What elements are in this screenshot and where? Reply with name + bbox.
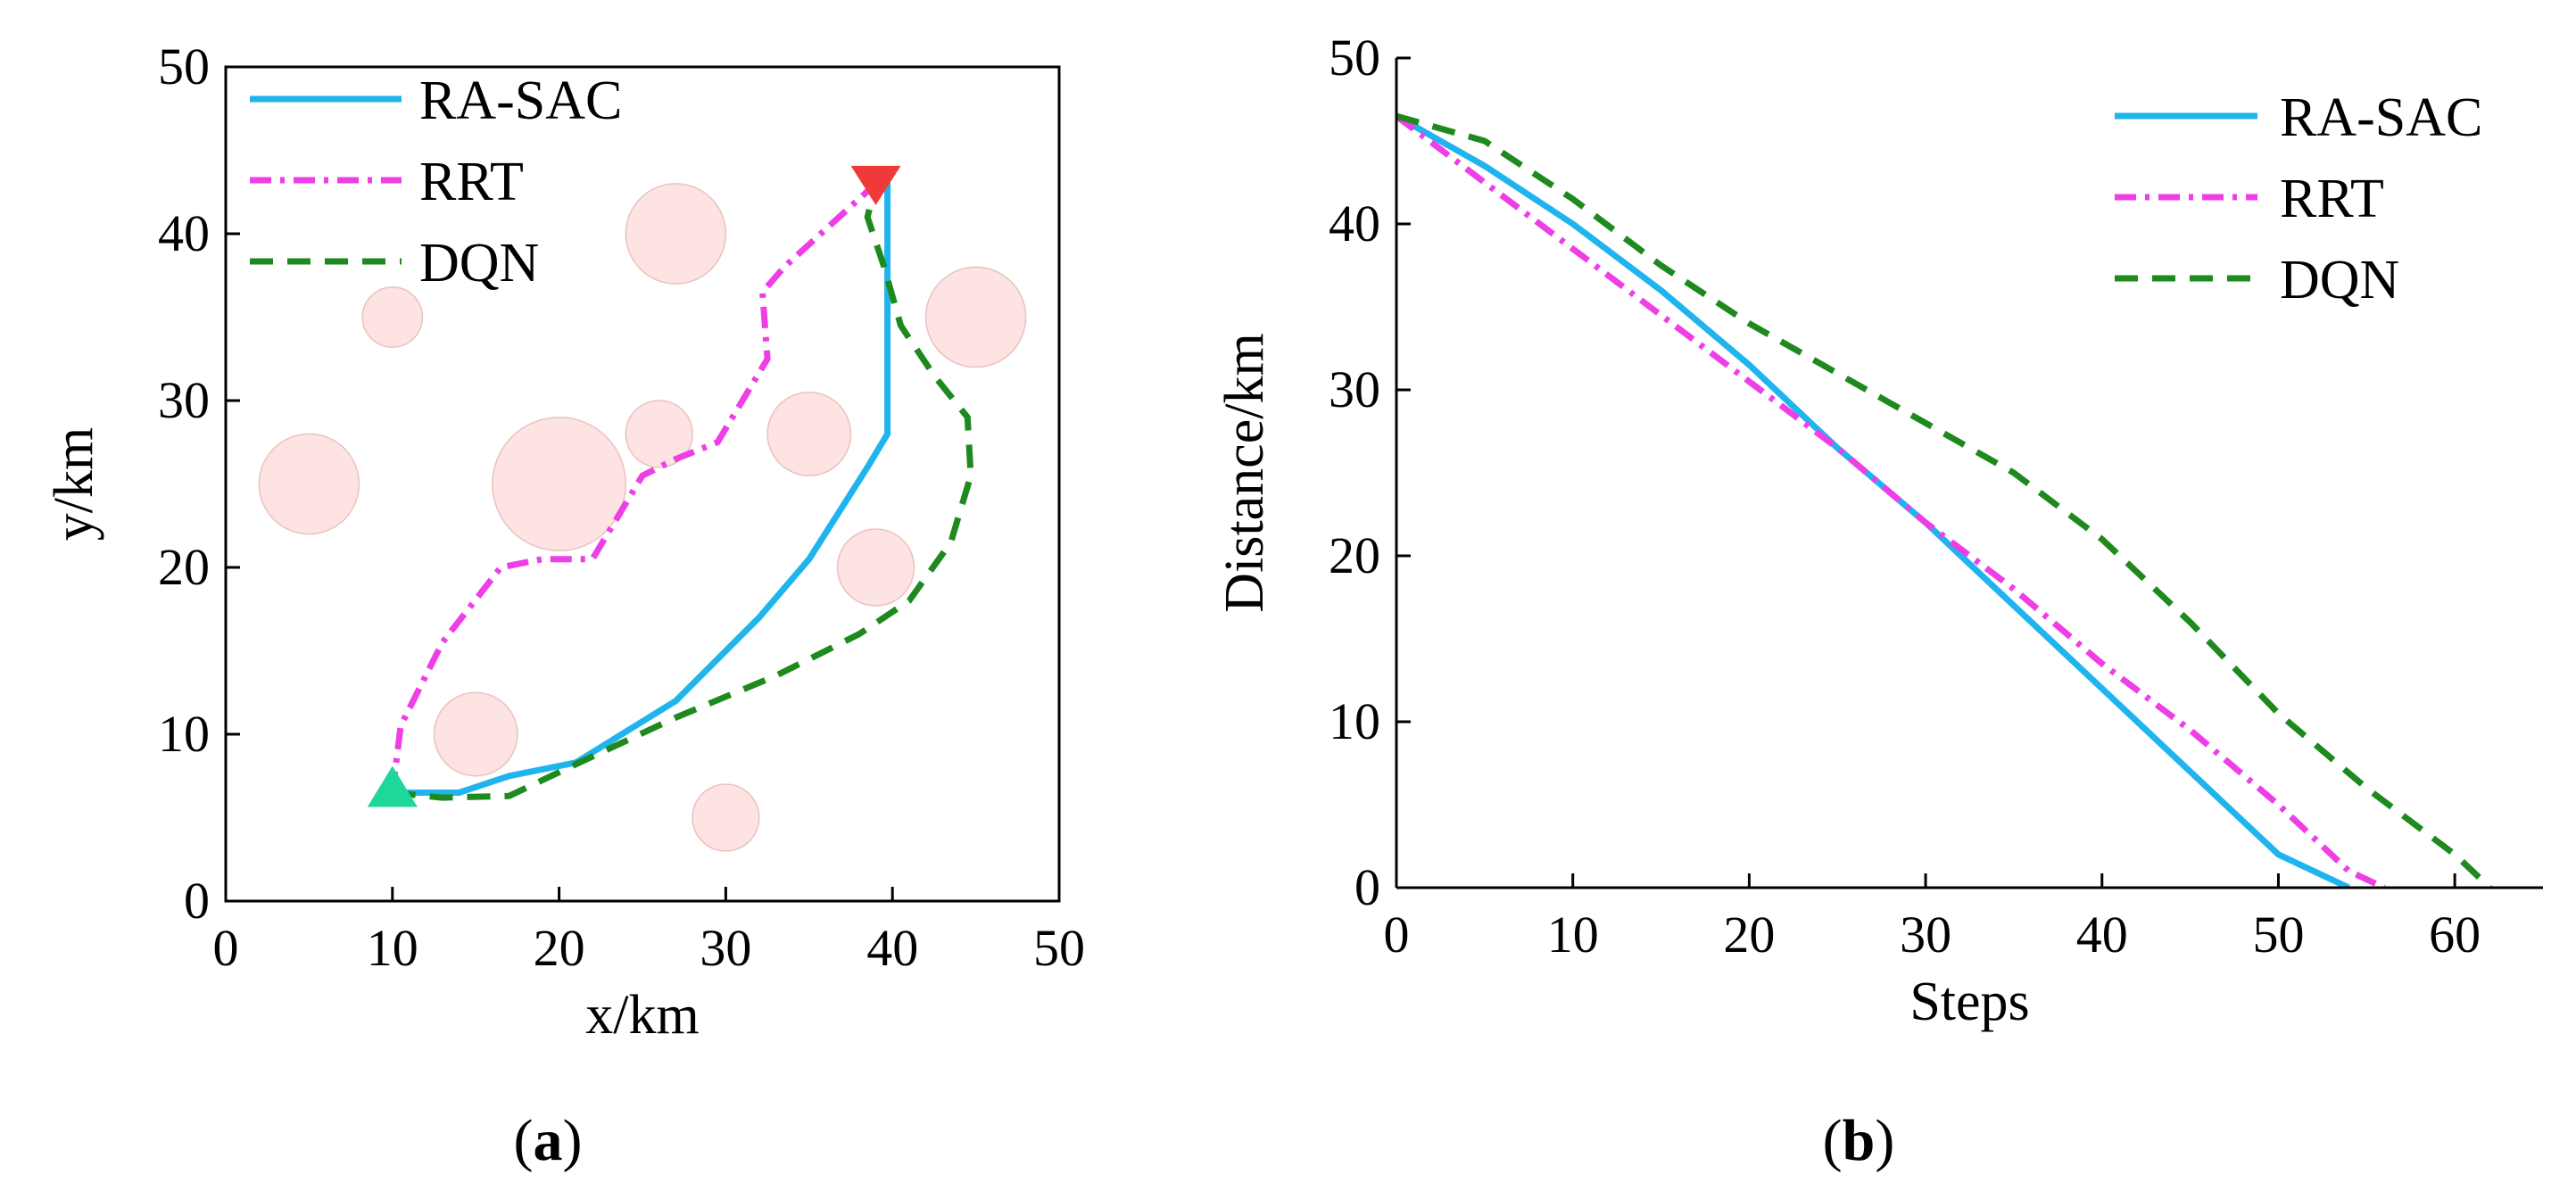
x-axis-label: Steps bbox=[1909, 972, 2029, 1032]
panel-label-b: (b) bbox=[1823, 1108, 1895, 1173]
obstacle-circle bbox=[692, 783, 760, 852]
x-tick-label: 0 bbox=[1384, 906, 1410, 964]
y-tick-label: 30 bbox=[1329, 360, 1380, 418]
x-tick-label: 30 bbox=[1900, 906, 1951, 964]
obstacle-circle bbox=[258, 433, 360, 535]
y-tick-label: 20 bbox=[1329, 526, 1380, 584]
panel-label-letter: a bbox=[534, 1108, 563, 1173]
obstacles bbox=[258, 183, 1027, 852]
chart-b: 0 10 20 30 40 50 60 0 10 20 30 40 50 Steps Distance/km… bbox=[1214, 29, 2543, 1173]
panel-label-close: ) bbox=[1875, 1108, 1894, 1173]
y-tick-label: 10 bbox=[158, 705, 210, 763]
y-tick-label: 20 bbox=[158, 538, 210, 596]
x-tick-label: 50 bbox=[1033, 919, 1085, 977]
x-tick-label: 0 bbox=[213, 919, 239, 977]
panel-label-open: ( bbox=[514, 1108, 534, 1173]
series-group bbox=[389, 180, 974, 801]
panel-label-open: ( bbox=[1823, 1108, 1843, 1173]
y-tick-label: 30 bbox=[158, 371, 210, 429]
y-axis-label: Distance/km bbox=[1214, 333, 1275, 612]
obstacle-circle bbox=[766, 391, 852, 476]
panel-label-letter: b bbox=[1843, 1108, 1876, 1173]
legend-label-dqn: DQN bbox=[2280, 250, 2399, 310]
y-tick-label: 0 bbox=[1354, 858, 1380, 916]
legend-label-ra-sac: RA-SAC bbox=[2280, 87, 2482, 148]
x-tick-label: 50 bbox=[2252, 906, 2304, 964]
x-tick-label: 40 bbox=[2076, 906, 2128, 964]
chart-a: 0 10 20 30 40 50 0 10 20 30 40 50 x/km y/km RA-SAC RRT D… bbox=[44, 37, 1085, 1173]
x-tick-label: 10 bbox=[367, 919, 418, 977]
axes-frame bbox=[224, 65, 1061, 903]
legend-label-dqn: DQN bbox=[419, 233, 539, 294]
y-tick-label: 50 bbox=[1329, 29, 1380, 87]
legend-label-rrt: RRT bbox=[419, 152, 524, 212]
y-tick-label: 0 bbox=[184, 872, 210, 930]
y-axis-label: y/km bbox=[44, 427, 104, 541]
series-line-ra-sac bbox=[392, 180, 891, 796]
panel-label-close: ) bbox=[563, 1108, 583, 1173]
legend-label-ra-sac: RA-SAC bbox=[419, 70, 622, 131]
start-marker bbox=[367, 765, 418, 807]
y-tick-label: 40 bbox=[158, 204, 210, 262]
x-tick-label: 10 bbox=[1547, 906, 1599, 964]
obstacle-circle bbox=[492, 416, 627, 552]
series-line-ra-sac bbox=[1396, 113, 2350, 888]
x-tick-label: 60 bbox=[2429, 906, 2481, 964]
obstacle-circle bbox=[625, 400, 693, 468]
y-tick-label: 40 bbox=[1329, 194, 1380, 252]
series-line-rrt bbox=[389, 181, 878, 793]
legend: RA-SAC RRT DQN bbox=[2115, 87, 2482, 310]
series-line-dqn bbox=[1396, 112, 2493, 888]
series-line-rrt bbox=[1396, 113, 2386, 888]
x-axis-label: x/km bbox=[585, 985, 699, 1046]
legend-label-rrt: RRT bbox=[2280, 169, 2384, 229]
obstacle-circle bbox=[361, 286, 424, 348]
y-tick-label: 10 bbox=[1329, 692, 1380, 750]
x-tick-label: 40 bbox=[866, 919, 918, 977]
goal-marker bbox=[850, 165, 901, 205]
obstacle-circle bbox=[924, 266, 1027, 368]
y-tick-label: 50 bbox=[158, 37, 210, 95]
obstacle-circle bbox=[625, 183, 727, 285]
series-group bbox=[1396, 112, 2493, 888]
obstacle-circle bbox=[836, 528, 915, 607]
panel-label-a: (a) bbox=[514, 1108, 583, 1173]
x-tick-label: 30 bbox=[700, 919, 751, 977]
series-line-dqn bbox=[392, 183, 974, 801]
obstacle-circle bbox=[433, 691, 518, 777]
x-tick-label: 20 bbox=[1723, 906, 1775, 964]
x-tick-label: 20 bbox=[534, 919, 585, 977]
legend: RA-SAC RRT DQN bbox=[250, 70, 622, 294]
